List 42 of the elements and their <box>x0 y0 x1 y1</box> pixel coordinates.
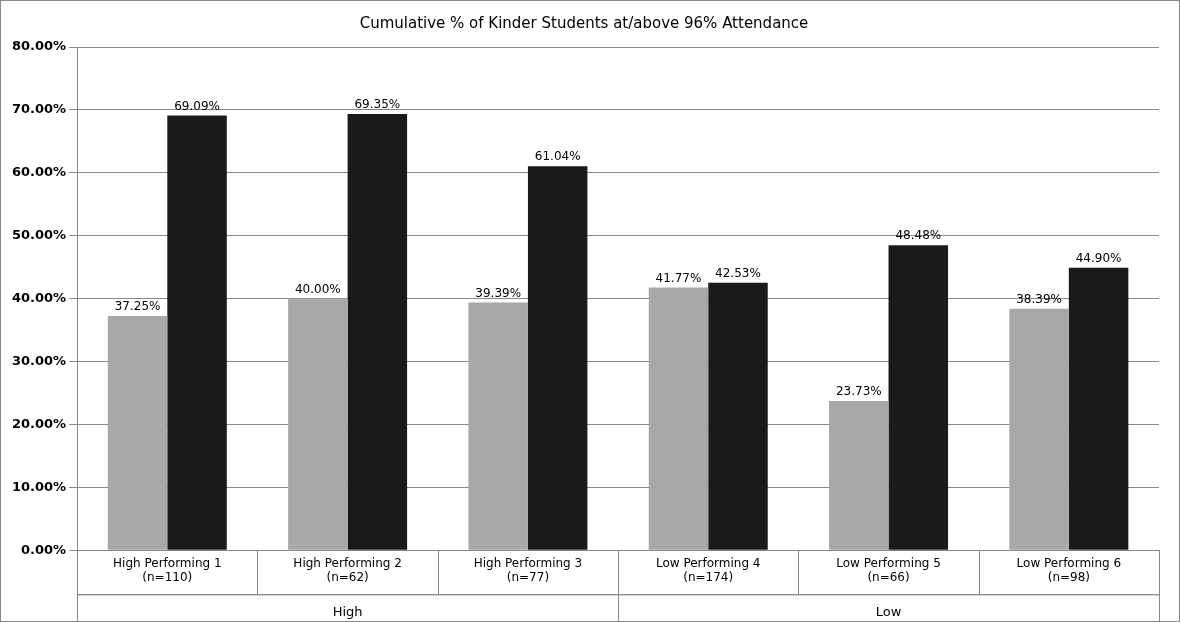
bar <box>167 115 227 550</box>
y-tick-label: 80.00% <box>11 38 67 54</box>
data-label: 23.73% <box>835 384 882 399</box>
chart-title: Cumulative % of Kinder Students at/above 96% Attendance <box>359 13 809 32</box>
y-tick-label: 70.00% <box>11 101 67 117</box>
data-label: 69.35% <box>354 97 401 112</box>
bar <box>347 113 408 550</box>
x-tick-label: High Performing 3 (n=77) <box>473 555 583 584</box>
bar <box>1068 267 1129 550</box>
text: High <box>332 603 363 619</box>
x-tick-label: Low Performing 4 (n=174) <box>655 555 761 584</box>
bar <box>648 287 709 550</box>
y-tick-label: 10.00% <box>11 478 67 494</box>
data-label: 44.90% <box>1075 250 1122 265</box>
bar <box>468 302 528 550</box>
bar <box>829 400 889 550</box>
x-tick-label: High Performing 1 (n=110) <box>113 555 222 584</box>
y-tick-label: 40.00% <box>11 289 67 305</box>
y-tick-label: 0.00% <box>21 541 67 557</box>
bar <box>1009 308 1069 550</box>
y-tick-label: 20.00% <box>11 415 67 431</box>
data-label: 61.04% <box>534 149 581 164</box>
x-tick-label: High Performing 2 (n=62) <box>293 555 402 584</box>
data-label: 42.53% <box>715 265 761 280</box>
x-tick-label: Low Performing 6 (n=98) <box>1016 555 1122 584</box>
text: Low <box>875 603 902 619</box>
bar <box>888 245 949 550</box>
data-label: 69.09% <box>174 98 220 113</box>
bar <box>708 282 768 550</box>
data-label: 41.77% <box>655 270 702 285</box>
y-tick-label: 50.00% <box>11 227 67 243</box>
data-label: 48.48% <box>895 228 942 243</box>
y-tick-label: 60.00% <box>11 164 67 180</box>
x-tick-label: Low Performing 5 (n=66) <box>836 555 941 584</box>
data-label: 40.00% <box>294 281 341 296</box>
bar <box>288 298 348 550</box>
data-label: 37.25% <box>114 299 161 314</box>
bar <box>107 315 168 550</box>
data-label: 39.39% <box>475 285 522 300</box>
y-tick-label: 30.00% <box>11 352 67 368</box>
data-label: 38.39% <box>1016 291 1062 306</box>
bar <box>527 166 588 550</box>
